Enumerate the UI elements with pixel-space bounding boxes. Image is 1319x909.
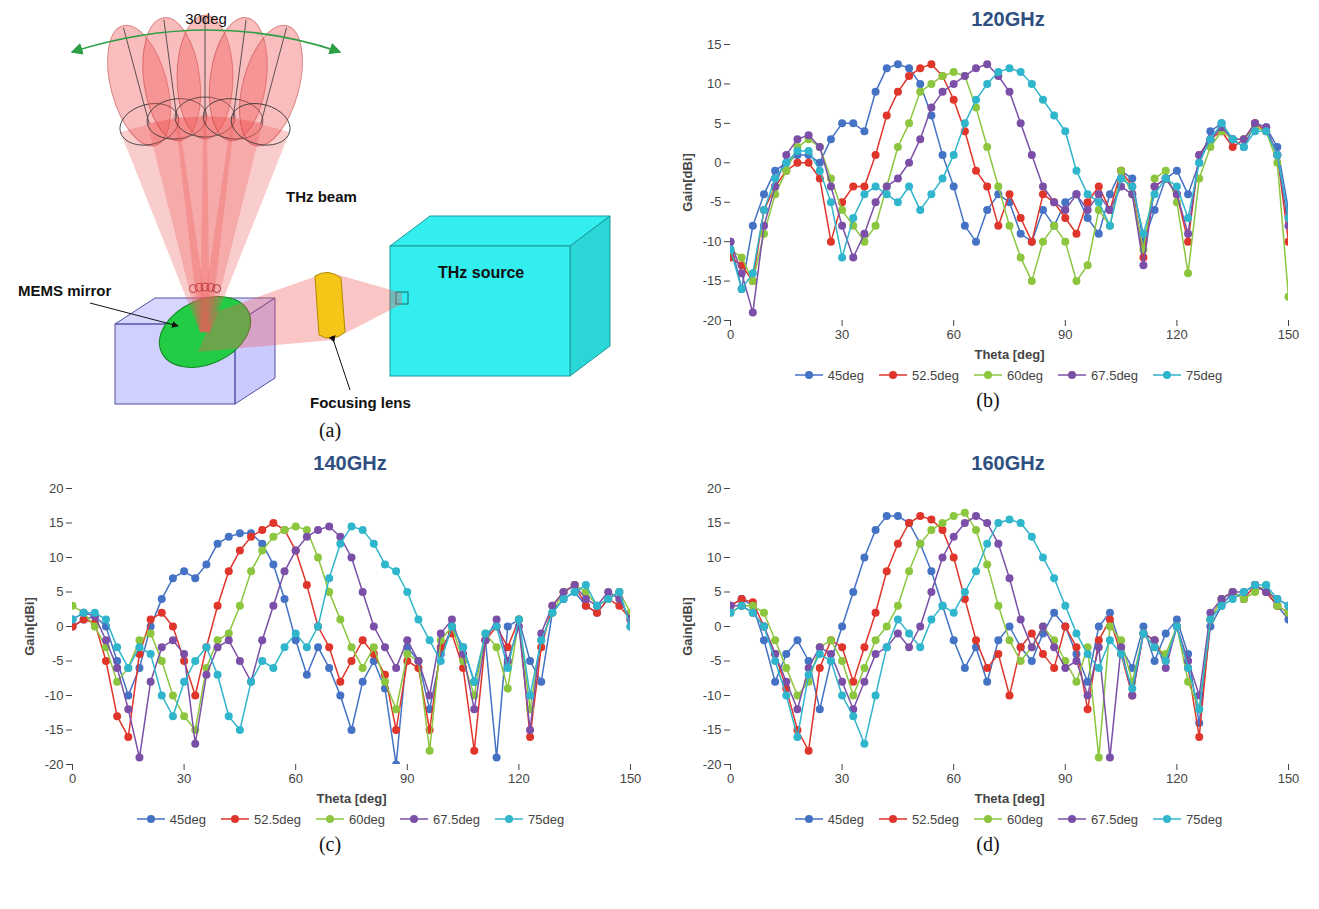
- html-text:67.5deg: 67.5deg: [1091, 811, 1139, 827]
- svg-text:-5: -5: [52, 653, 64, 668]
- svg-text:-20: -20: [703, 313, 722, 328]
- svg-text:150: 150: [1278, 771, 1300, 786]
- svg-text:15: 15: [707, 515, 721, 530]
- svg-text:0: 0: [56, 619, 63, 634]
- svg-text:THz beam: THz beam: [286, 188, 357, 205]
- html-text:60deg: 60deg: [1006, 367, 1044, 383]
- html-text:60deg: 60deg: [348, 811, 386, 827]
- svg-text:0: 0: [714, 619, 721, 634]
- svg-text:150: 150: [1278, 327, 1300, 342]
- svg-text:30: 30: [835, 771, 849, 786]
- html-text:(c): (c): [318, 833, 342, 855]
- html-text:160GHz: 160GHz: [971, 452, 1045, 474]
- svg-text:10: 10: [707, 550, 721, 565]
- svg-text:30: 30: [177, 771, 191, 786]
- html-text:45deg: 45deg: [827, 811, 864, 827]
- svg-text:-20: -20: [45, 757, 64, 772]
- svg-text:0: 0: [727, 771, 734, 786]
- svg-text:120: 120: [508, 771, 530, 786]
- svg-text:90: 90: [1058, 771, 1072, 786]
- svg-text:10: 10: [49, 550, 63, 565]
- svg-text:15: 15: [49, 515, 63, 530]
- svg-text:Theta [deg]: Theta [deg]: [974, 347, 1044, 362]
- svg-text:90: 90: [400, 771, 414, 786]
- svg-text:5: 5: [56, 584, 63, 599]
- svg-text:Gain[dBi]: Gain[dBi]: [22, 597, 37, 656]
- html-text:52.5deg: 52.5deg: [253, 811, 301, 827]
- svg-text:-5: -5: [710, 653, 722, 668]
- svg-text:-10: -10: [703, 688, 722, 703]
- html-text:75deg: 75deg: [528, 811, 565, 827]
- svg-text:20: 20: [49, 481, 63, 496]
- html-text:60deg: 60deg: [1006, 811, 1044, 827]
- svg-text:Focusing lens: Focusing lens: [310, 394, 411, 411]
- svg-text:0: 0: [69, 771, 76, 786]
- svg-text:120: 120: [1166, 771, 1188, 786]
- html-text:75deg: 75deg: [1186, 811, 1223, 827]
- html-text:(d): (d): [976, 833, 1000, 855]
- svg-text:30deg: 30deg: [185, 10, 227, 27]
- html-text:(a): (a): [318, 419, 342, 441]
- svg-text:20: 20: [707, 481, 721, 496]
- html-text:52.5deg: 52.5deg: [911, 811, 959, 827]
- svg-text:MEMS mirror: MEMS mirror: [18, 282, 112, 299]
- html-text:140GHz: 140GHz: [313, 452, 387, 474]
- svg-text:150: 150: [620, 771, 642, 786]
- svg-text:-10: -10: [703, 234, 722, 249]
- svg-text:Theta [deg]: Theta [deg]: [974, 791, 1044, 806]
- svg-text:120: 120: [1166, 327, 1188, 342]
- svg-text:0: 0: [714, 155, 721, 170]
- svg-text:Gain[dBi]: Gain[dBi]: [680, 153, 695, 212]
- svg-text:THz source: THz source: [438, 264, 524, 281]
- html-text:67.5deg: 67.5deg: [1091, 367, 1139, 383]
- svg-text:60: 60: [946, 327, 960, 342]
- html-text:(b): (b): [976, 389, 1000, 411]
- html-text:45deg: 45deg: [827, 367, 864, 383]
- html-text:67.5deg: 67.5deg: [433, 811, 481, 827]
- svg-text:Theta [deg]: Theta [deg]: [316, 791, 386, 806]
- svg-text:5: 5: [714, 116, 721, 131]
- svg-text:-15: -15: [45, 722, 64, 737]
- html-text:45deg: 45deg: [169, 811, 206, 827]
- svg-text:-5: -5: [710, 194, 722, 209]
- html-text:52.5deg: 52.5deg: [911, 367, 959, 383]
- svg-text:-15: -15: [703, 722, 722, 737]
- svg-text:Gain[dBi]: Gain[dBi]: [680, 597, 695, 656]
- svg-text:30: 30: [835, 327, 849, 342]
- html-text:120GHz: 120GHz: [971, 8, 1045, 30]
- svg-text:60: 60: [946, 771, 960, 786]
- svg-text:90: 90: [1058, 327, 1072, 342]
- svg-text:10: 10: [707, 76, 721, 91]
- svg-text:0: 0: [727, 327, 734, 342]
- html-text:75deg: 75deg: [1186, 367, 1223, 383]
- svg-text:15: 15: [707, 37, 721, 52]
- svg-text:-15: -15: [703, 273, 722, 288]
- svg-text:5: 5: [714, 584, 721, 599]
- svg-text:60: 60: [288, 771, 302, 786]
- svg-text:-10: -10: [45, 688, 64, 703]
- svg-text:-20: -20: [703, 757, 722, 772]
